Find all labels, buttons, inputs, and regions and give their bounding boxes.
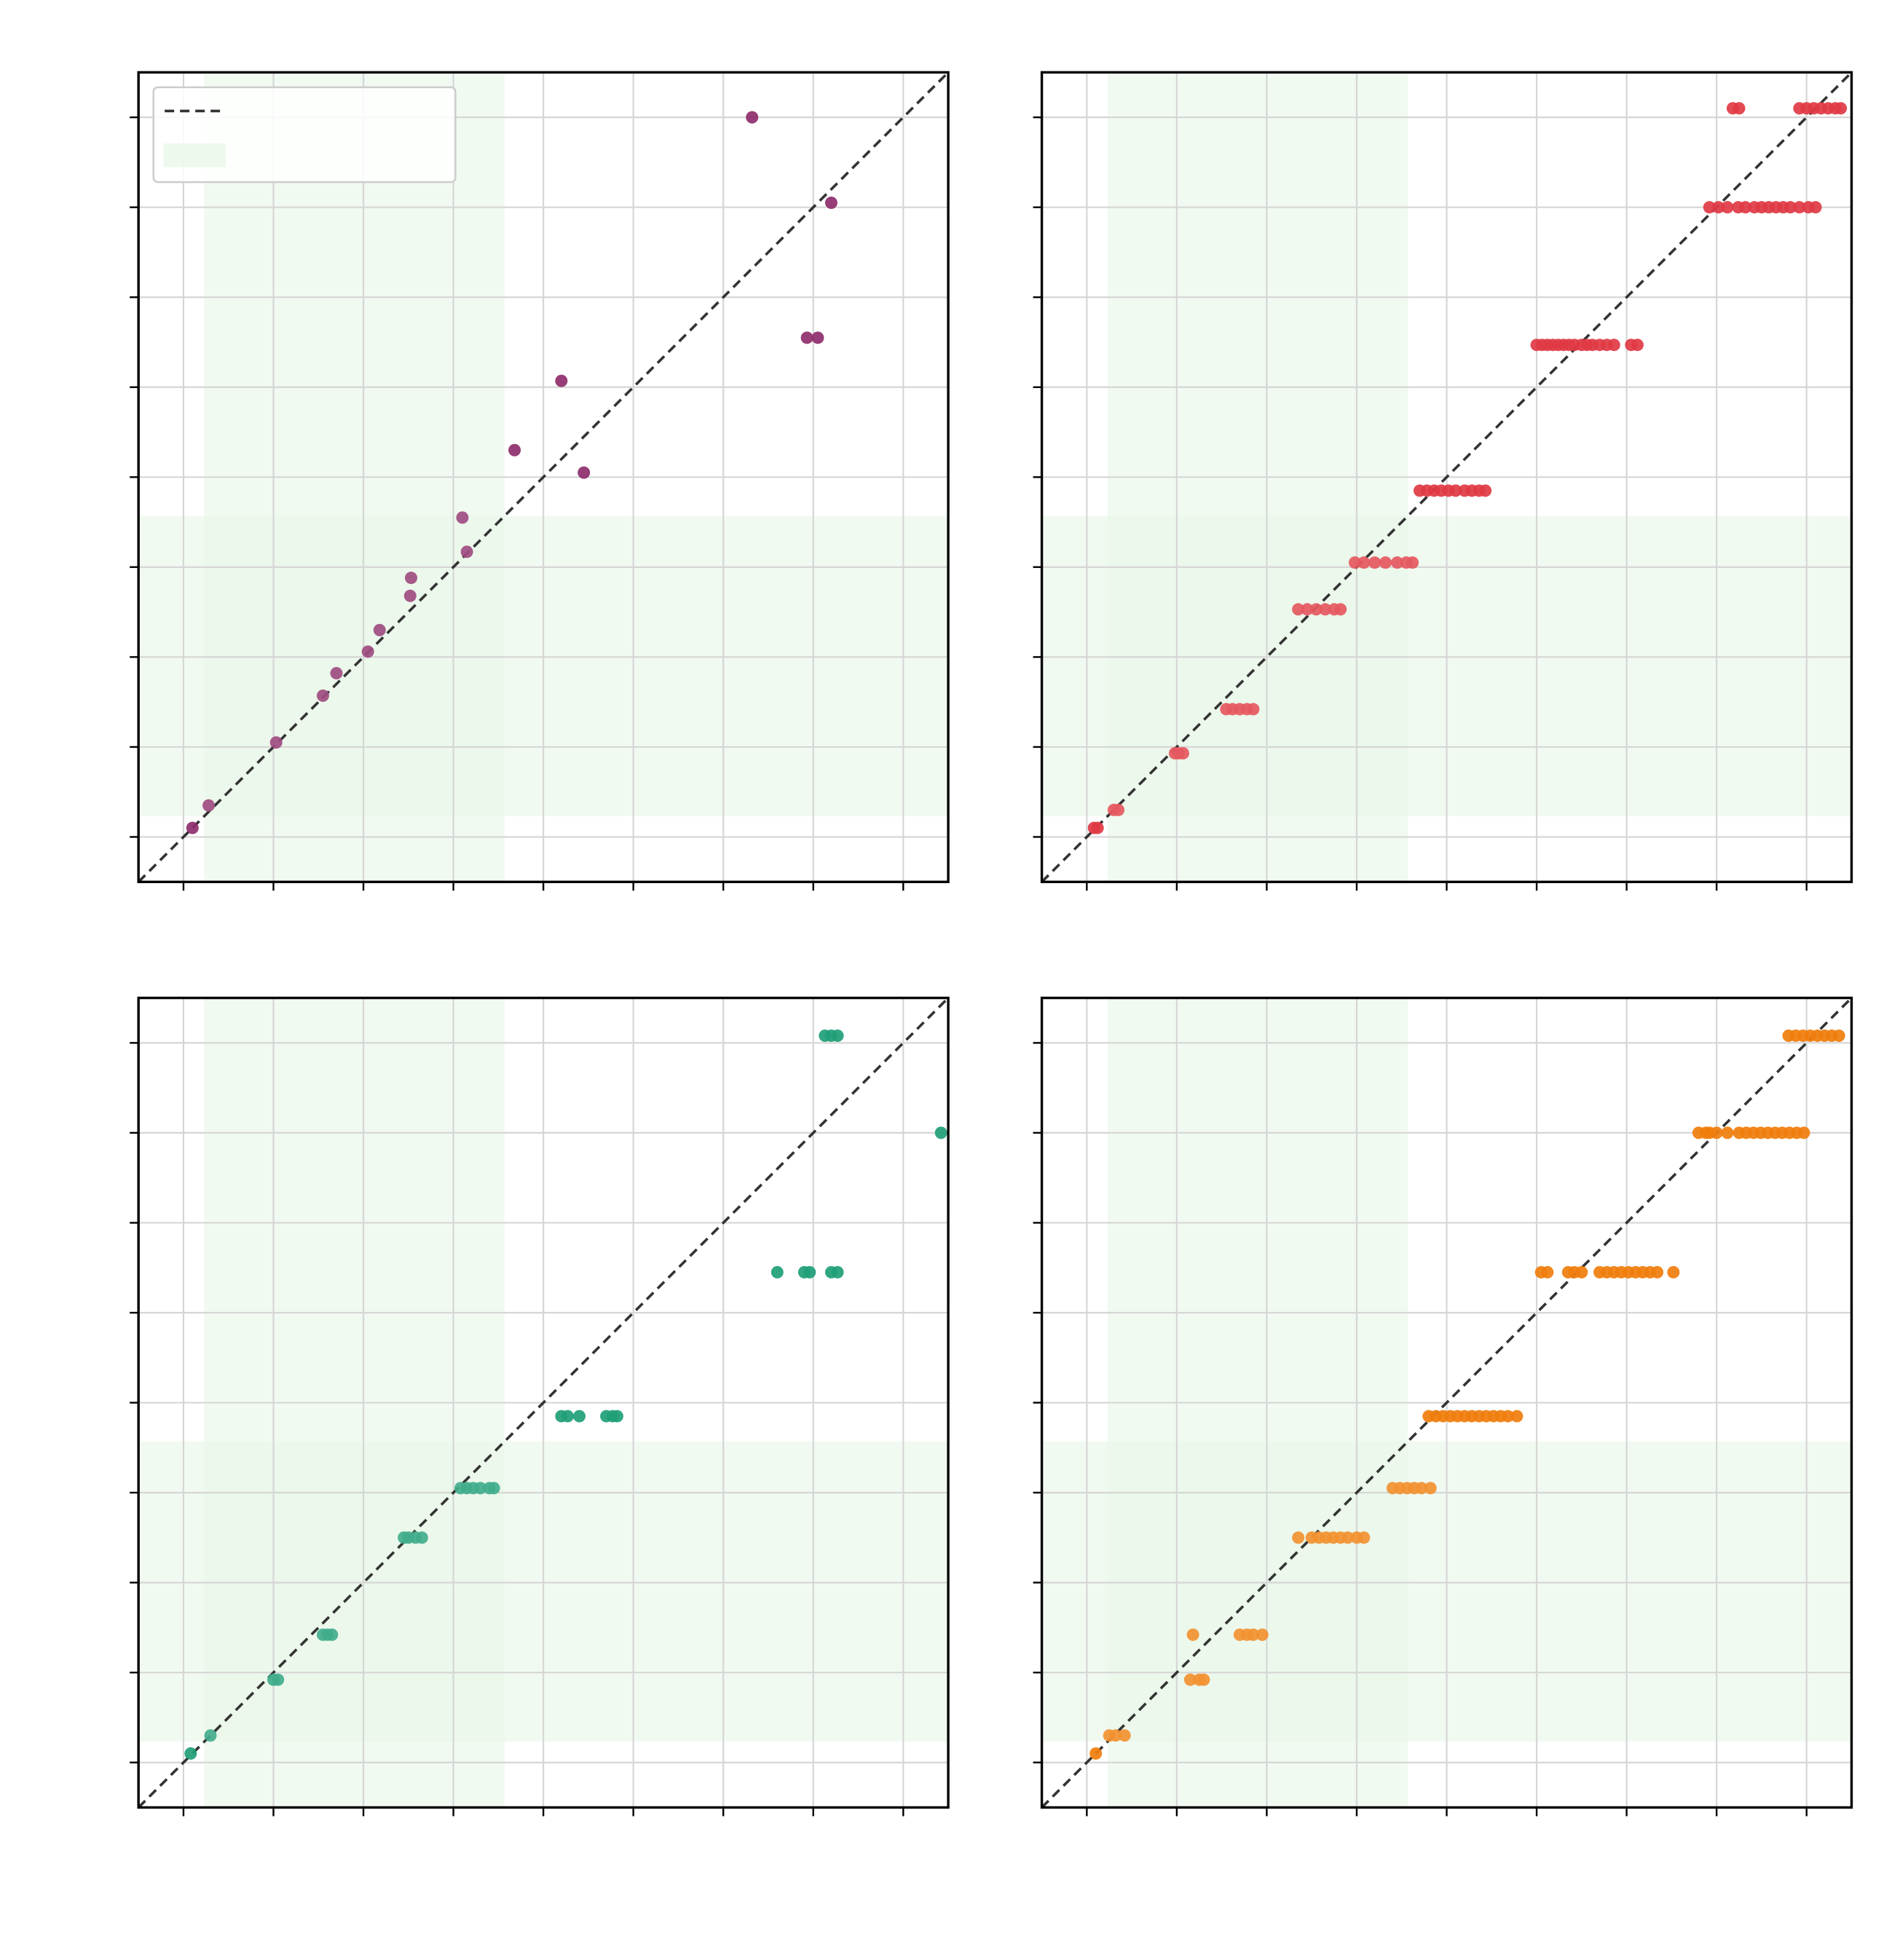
data-point xyxy=(1721,201,1734,214)
data-point xyxy=(1197,1673,1210,1686)
plot-area xyxy=(138,72,949,882)
data-point xyxy=(1319,603,1332,616)
data-point xyxy=(831,1029,844,1042)
data-point xyxy=(1301,603,1314,616)
data-point xyxy=(1449,484,1462,497)
data-point xyxy=(1541,1265,1554,1279)
data-point xyxy=(578,466,591,479)
data-point xyxy=(1334,603,1347,616)
data-point xyxy=(1341,1531,1355,1544)
data-point xyxy=(1183,1673,1197,1686)
data-point xyxy=(824,197,837,210)
data-point xyxy=(403,589,417,602)
data-point xyxy=(1309,603,1323,616)
data-point xyxy=(1406,556,1419,569)
chart-panel-1 xyxy=(130,71,950,891)
data-point xyxy=(1292,603,1305,616)
data-point xyxy=(405,572,418,585)
data-point xyxy=(1712,201,1725,214)
data-point xyxy=(1834,102,1848,115)
data-point xyxy=(934,1126,947,1139)
data-point xyxy=(561,1410,574,1423)
data-point xyxy=(803,1265,816,1279)
data-point xyxy=(770,1265,784,1279)
data-point xyxy=(1256,1628,1269,1641)
data-point xyxy=(555,374,568,387)
data-point xyxy=(1510,1410,1524,1423)
chart-panel-3 xyxy=(130,996,950,1817)
data-point xyxy=(1118,1729,1131,1742)
data-point xyxy=(1415,1482,1428,1495)
data-point xyxy=(456,511,469,524)
data-point xyxy=(1651,1265,1664,1279)
data-point xyxy=(1091,821,1104,834)
data-point xyxy=(1109,1729,1122,1742)
data-point xyxy=(184,1747,197,1760)
data-point xyxy=(1575,1265,1588,1279)
data-point xyxy=(1631,339,1644,352)
plot-area xyxy=(138,997,949,1808)
data-point xyxy=(1292,1531,1305,1544)
data-point xyxy=(1703,201,1716,214)
data-point xyxy=(1793,201,1806,214)
data-point xyxy=(1721,1126,1734,1139)
data-point xyxy=(831,1265,844,1279)
plot-area xyxy=(1041,72,1852,882)
data-point xyxy=(1089,1747,1103,1760)
data-point xyxy=(1177,747,1190,760)
data-point xyxy=(1667,1265,1680,1279)
data-point xyxy=(1502,1410,1515,1423)
legend-band-swatch xyxy=(163,143,226,167)
data-point xyxy=(269,736,283,749)
diagonal-line xyxy=(138,997,949,1808)
data-point xyxy=(1357,556,1371,569)
data-point xyxy=(1247,703,1260,716)
data-point xyxy=(202,799,216,812)
data-point xyxy=(573,1410,586,1423)
data-point xyxy=(1710,1126,1723,1139)
data-point xyxy=(460,545,473,558)
data-point xyxy=(361,645,374,658)
legend-box xyxy=(152,86,457,183)
data-point xyxy=(1186,1628,1199,1641)
data-point xyxy=(186,821,199,834)
data-point xyxy=(1379,556,1392,569)
legend xyxy=(152,86,457,183)
data-point xyxy=(610,1410,623,1423)
data-point xyxy=(1784,201,1797,214)
data-point xyxy=(746,111,759,124)
data-point xyxy=(373,623,386,636)
data-point xyxy=(1809,201,1822,214)
data-point xyxy=(1739,201,1752,214)
data-point xyxy=(272,1673,285,1686)
data-point xyxy=(415,1531,428,1544)
plot-area xyxy=(1041,997,1852,1808)
data-point xyxy=(1733,102,1746,115)
data-point xyxy=(1797,1126,1810,1139)
data-point xyxy=(1368,556,1382,569)
data-point xyxy=(330,667,343,680)
data-point xyxy=(1112,803,1125,816)
data-point xyxy=(316,689,329,703)
data-point xyxy=(487,1482,500,1495)
data-point xyxy=(204,1729,217,1742)
data-point xyxy=(508,443,521,457)
data-point xyxy=(326,1628,339,1641)
data-point xyxy=(1607,339,1620,352)
chart-panel-4 xyxy=(1033,996,1853,1817)
data-point xyxy=(1348,556,1361,569)
data-point xyxy=(1247,1628,1260,1641)
data-point xyxy=(800,331,813,344)
data-point xyxy=(1832,1029,1845,1042)
data-point xyxy=(811,331,824,344)
data-point xyxy=(1391,556,1404,569)
data-point xyxy=(1357,1531,1371,1544)
data-point xyxy=(474,1482,487,1495)
chart-panel-2 xyxy=(1033,71,1853,891)
data-point xyxy=(1424,1482,1437,1495)
data-point xyxy=(1479,484,1492,497)
